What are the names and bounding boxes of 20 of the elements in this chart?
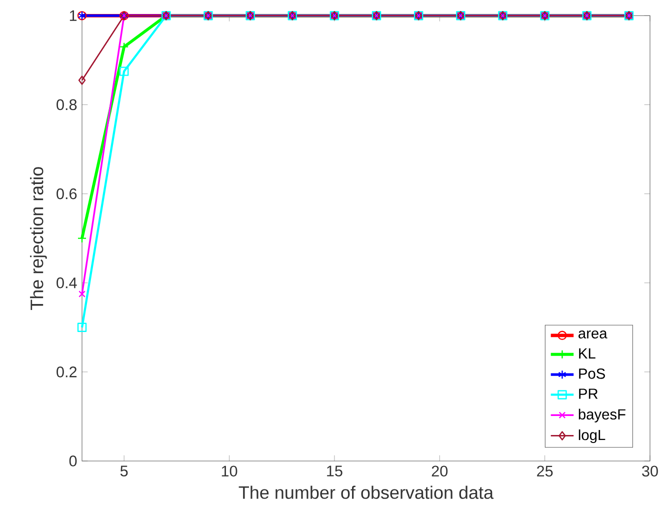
y-tick-label: 1	[70, 10, 77, 21]
y-tick-label: 0	[69, 456, 77, 466]
legend-label: logL	[578, 429, 606, 444]
x-tick-label: 5	[120, 466, 128, 476]
x-tick-label: 15	[327, 466, 342, 476]
x-axis-title: The number of observation data	[238, 486, 494, 499]
y-tick-label: 0.4	[56, 277, 77, 288]
legend-label: area	[578, 330, 608, 338]
legend-label: bayesF	[578, 408, 626, 422]
y-tick-label: 0.6	[56, 188, 77, 200]
y-axis-title: The rejection ratio	[30, 167, 47, 310]
y-tick-label: 0.8	[56, 99, 77, 110]
legend-label: KL	[579, 348, 596, 358]
legend-label: PoS	[579, 368, 605, 379]
x-tick-label: 20	[432, 466, 448, 477]
x-tick-label: 10	[222, 466, 238, 477]
x-tick-label: 30	[642, 466, 658, 477]
x-tick-label: 25	[537, 466, 553, 477]
legend-label: PR	[579, 388, 598, 399]
y-tick-label: 0.2	[56, 366, 77, 378]
